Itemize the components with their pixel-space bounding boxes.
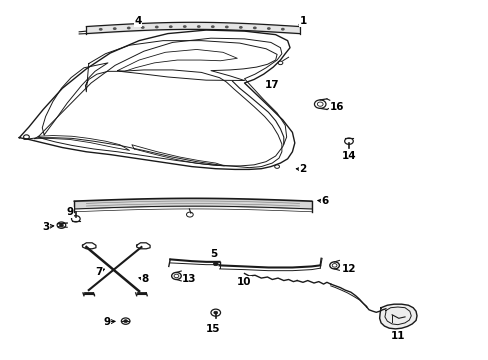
Text: 10: 10 — [237, 276, 251, 287]
Circle shape — [60, 224, 63, 226]
Circle shape — [252, 27, 256, 29]
Circle shape — [197, 25, 200, 28]
Text: 14: 14 — [341, 151, 356, 161]
Text: 3: 3 — [42, 221, 49, 231]
Text: 7: 7 — [95, 267, 102, 277]
Text: 2: 2 — [299, 165, 306, 174]
Circle shape — [210, 25, 214, 28]
Circle shape — [183, 25, 186, 28]
Text: 15: 15 — [205, 324, 220, 334]
Text: 9: 9 — [103, 317, 110, 327]
Circle shape — [141, 26, 144, 29]
Circle shape — [113, 27, 117, 30]
Circle shape — [168, 25, 172, 28]
Text: 11: 11 — [390, 331, 404, 341]
Text: 6: 6 — [321, 196, 328, 206]
Text: 13: 13 — [182, 274, 196, 284]
Text: 17: 17 — [264, 80, 279, 90]
Circle shape — [280, 28, 284, 31]
Text: 1: 1 — [299, 16, 306, 26]
Circle shape — [266, 27, 270, 30]
Circle shape — [224, 26, 228, 28]
Circle shape — [123, 320, 127, 323]
Circle shape — [213, 262, 218, 266]
Text: 16: 16 — [329, 102, 344, 112]
Polygon shape — [379, 304, 416, 329]
Text: 12: 12 — [341, 264, 355, 274]
Circle shape — [213, 311, 217, 314]
Circle shape — [126, 27, 130, 30]
Circle shape — [239, 26, 242, 29]
Text: 8: 8 — [141, 274, 148, 284]
Circle shape — [99, 28, 102, 31]
Text: 4: 4 — [134, 16, 142, 26]
Text: 9: 9 — [66, 207, 73, 217]
Text: 5: 5 — [209, 249, 217, 259]
Circle shape — [155, 26, 159, 28]
